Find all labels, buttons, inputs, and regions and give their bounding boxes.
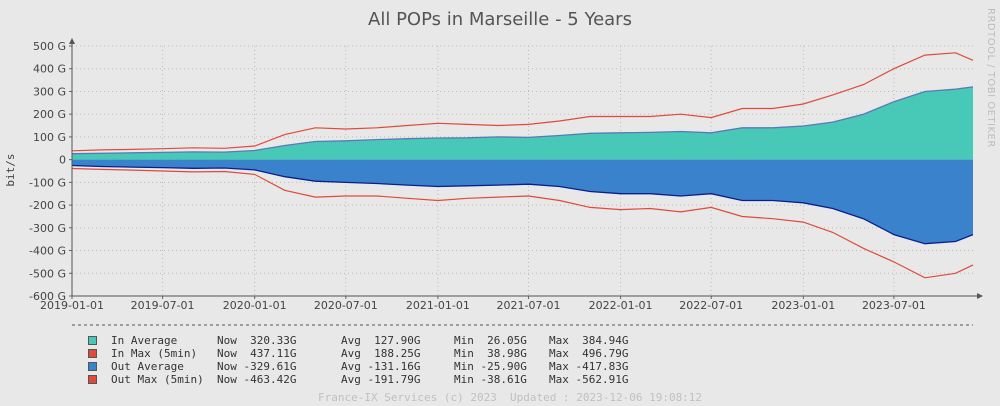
x-tick-label: 2019-01-01	[40, 299, 104, 312]
x-axis-arrow	[977, 293, 983, 299]
y-tick-label: -300 G	[29, 222, 66, 235]
x-tick-label: 2022-07-01	[679, 299, 743, 312]
legend-row: In Average Now 320.33G Avg 127.90G Min 26.0…	[88, 334, 659, 347]
y-tick-label: -500 G	[29, 267, 66, 280]
legend-max: Max 384.94G	[549, 334, 629, 347]
y-tick-label: 300 G	[33, 85, 66, 98]
legend-now: Now -463.42G	[217, 373, 297, 386]
series-area-out-average	[72, 159, 973, 244]
footer-credit: France-IX Services (c) 2023	[318, 391, 497, 404]
legend-max: Max -417.83G	[549, 360, 629, 373]
series-layer	[71, 52, 974, 279]
x-tick-label: 2020-01-01	[223, 299, 287, 312]
x-tick-label: 2021-07-01	[497, 299, 561, 312]
legend-max: Max -562.91G	[549, 373, 629, 386]
y-tick-label: 100 G	[33, 131, 66, 144]
y-tick-label: 200 G	[33, 108, 66, 121]
chart-title: All POPs in Marseille - 5 Years	[368, 9, 632, 30]
legend-row: Out Average Now -329.61G Avg -131.16G Min -…	[88, 360, 659, 373]
x-tick-label: 2022-01-01	[589, 299, 653, 312]
y-tick-label: -200 G	[29, 199, 66, 212]
legend-min: Min 38.98G	[454, 347, 527, 360]
y-tick-label: 500 G	[33, 40, 66, 53]
legend-row: Out Max (5min) Now -463.42G Avg -191.79G Mi…	[88, 373, 659, 386]
legend-swatch	[88, 362, 97, 371]
footer-updated: Updated : 2023-12-06 19:08:12	[510, 391, 703, 404]
legend-avg: Avg -131.16G	[341, 360, 421, 373]
legend-name: Out Average	[111, 360, 184, 373]
y-tick-label: -400 G	[29, 245, 66, 258]
legend-name: Out Max (5min)	[111, 373, 204, 386]
legend-now: Now 320.33G	[217, 334, 297, 347]
legend-min: Min -38.61G	[454, 373, 527, 386]
y-tick-label: -600 G	[29, 290, 66, 303]
legend-now: Now -329.61G	[217, 360, 297, 373]
legend-max: Max 496.79G	[549, 347, 629, 360]
legend-avg: Avg 127.90G	[341, 334, 421, 347]
legend-swatch	[88, 336, 97, 345]
series-edge-in-average	[71, 86, 974, 155]
legend-row: In Max (5min) Now 437.11G Avg 188.25G Min 3…	[88, 347, 659, 360]
rrdtool-watermark: RRDTOOL / TOBI OETIKER	[985, 8, 996, 148]
legend-swatch	[88, 349, 97, 358]
x-tick-label: 2023-01-01	[771, 299, 835, 312]
legend-avg: Avg -191.79G	[341, 373, 421, 386]
legend-swatch	[88, 375, 97, 384]
series-line-in-max-5min	[71, 52, 974, 152]
series-area-in-average	[72, 86, 973, 160]
axes	[69, 38, 983, 299]
tick-labels: 500 G 400 G 300 G 200 G 100 G 0 -100 G -200 G -3…	[29, 40, 926, 312]
series-line-out-max-5min	[71, 167, 974, 279]
y-axis-label: bit/s	[4, 153, 17, 186]
legend: In Average Now 320.33G Avg 127.90G Min 26.0…	[88, 334, 659, 386]
x-tick-label: 2021-01-01	[406, 299, 470, 312]
legend-name: In Average	[111, 334, 178, 347]
legend-now: Now 437.11G	[217, 347, 297, 360]
x-tick-label: 2019-07-01	[131, 299, 195, 312]
legend-name: In Max (5min)	[111, 347, 198, 360]
x-tick-label: 2023-07-01	[862, 299, 926, 312]
y-tick-label: 400 G	[33, 63, 66, 76]
y-tick-label: 0	[59, 154, 66, 167]
legend-min: Min 26.05G	[454, 334, 527, 347]
y-axis-arrow	[69, 38, 75, 44]
legend-min: Min -25.90G	[454, 360, 527, 373]
y-tick-label: -100 G	[29, 176, 66, 189]
legend-avg: Avg 188.25G	[341, 347, 421, 360]
series-edge-out-average	[71, 164, 974, 245]
x-tick-label: 2020-07-01	[314, 299, 378, 312]
